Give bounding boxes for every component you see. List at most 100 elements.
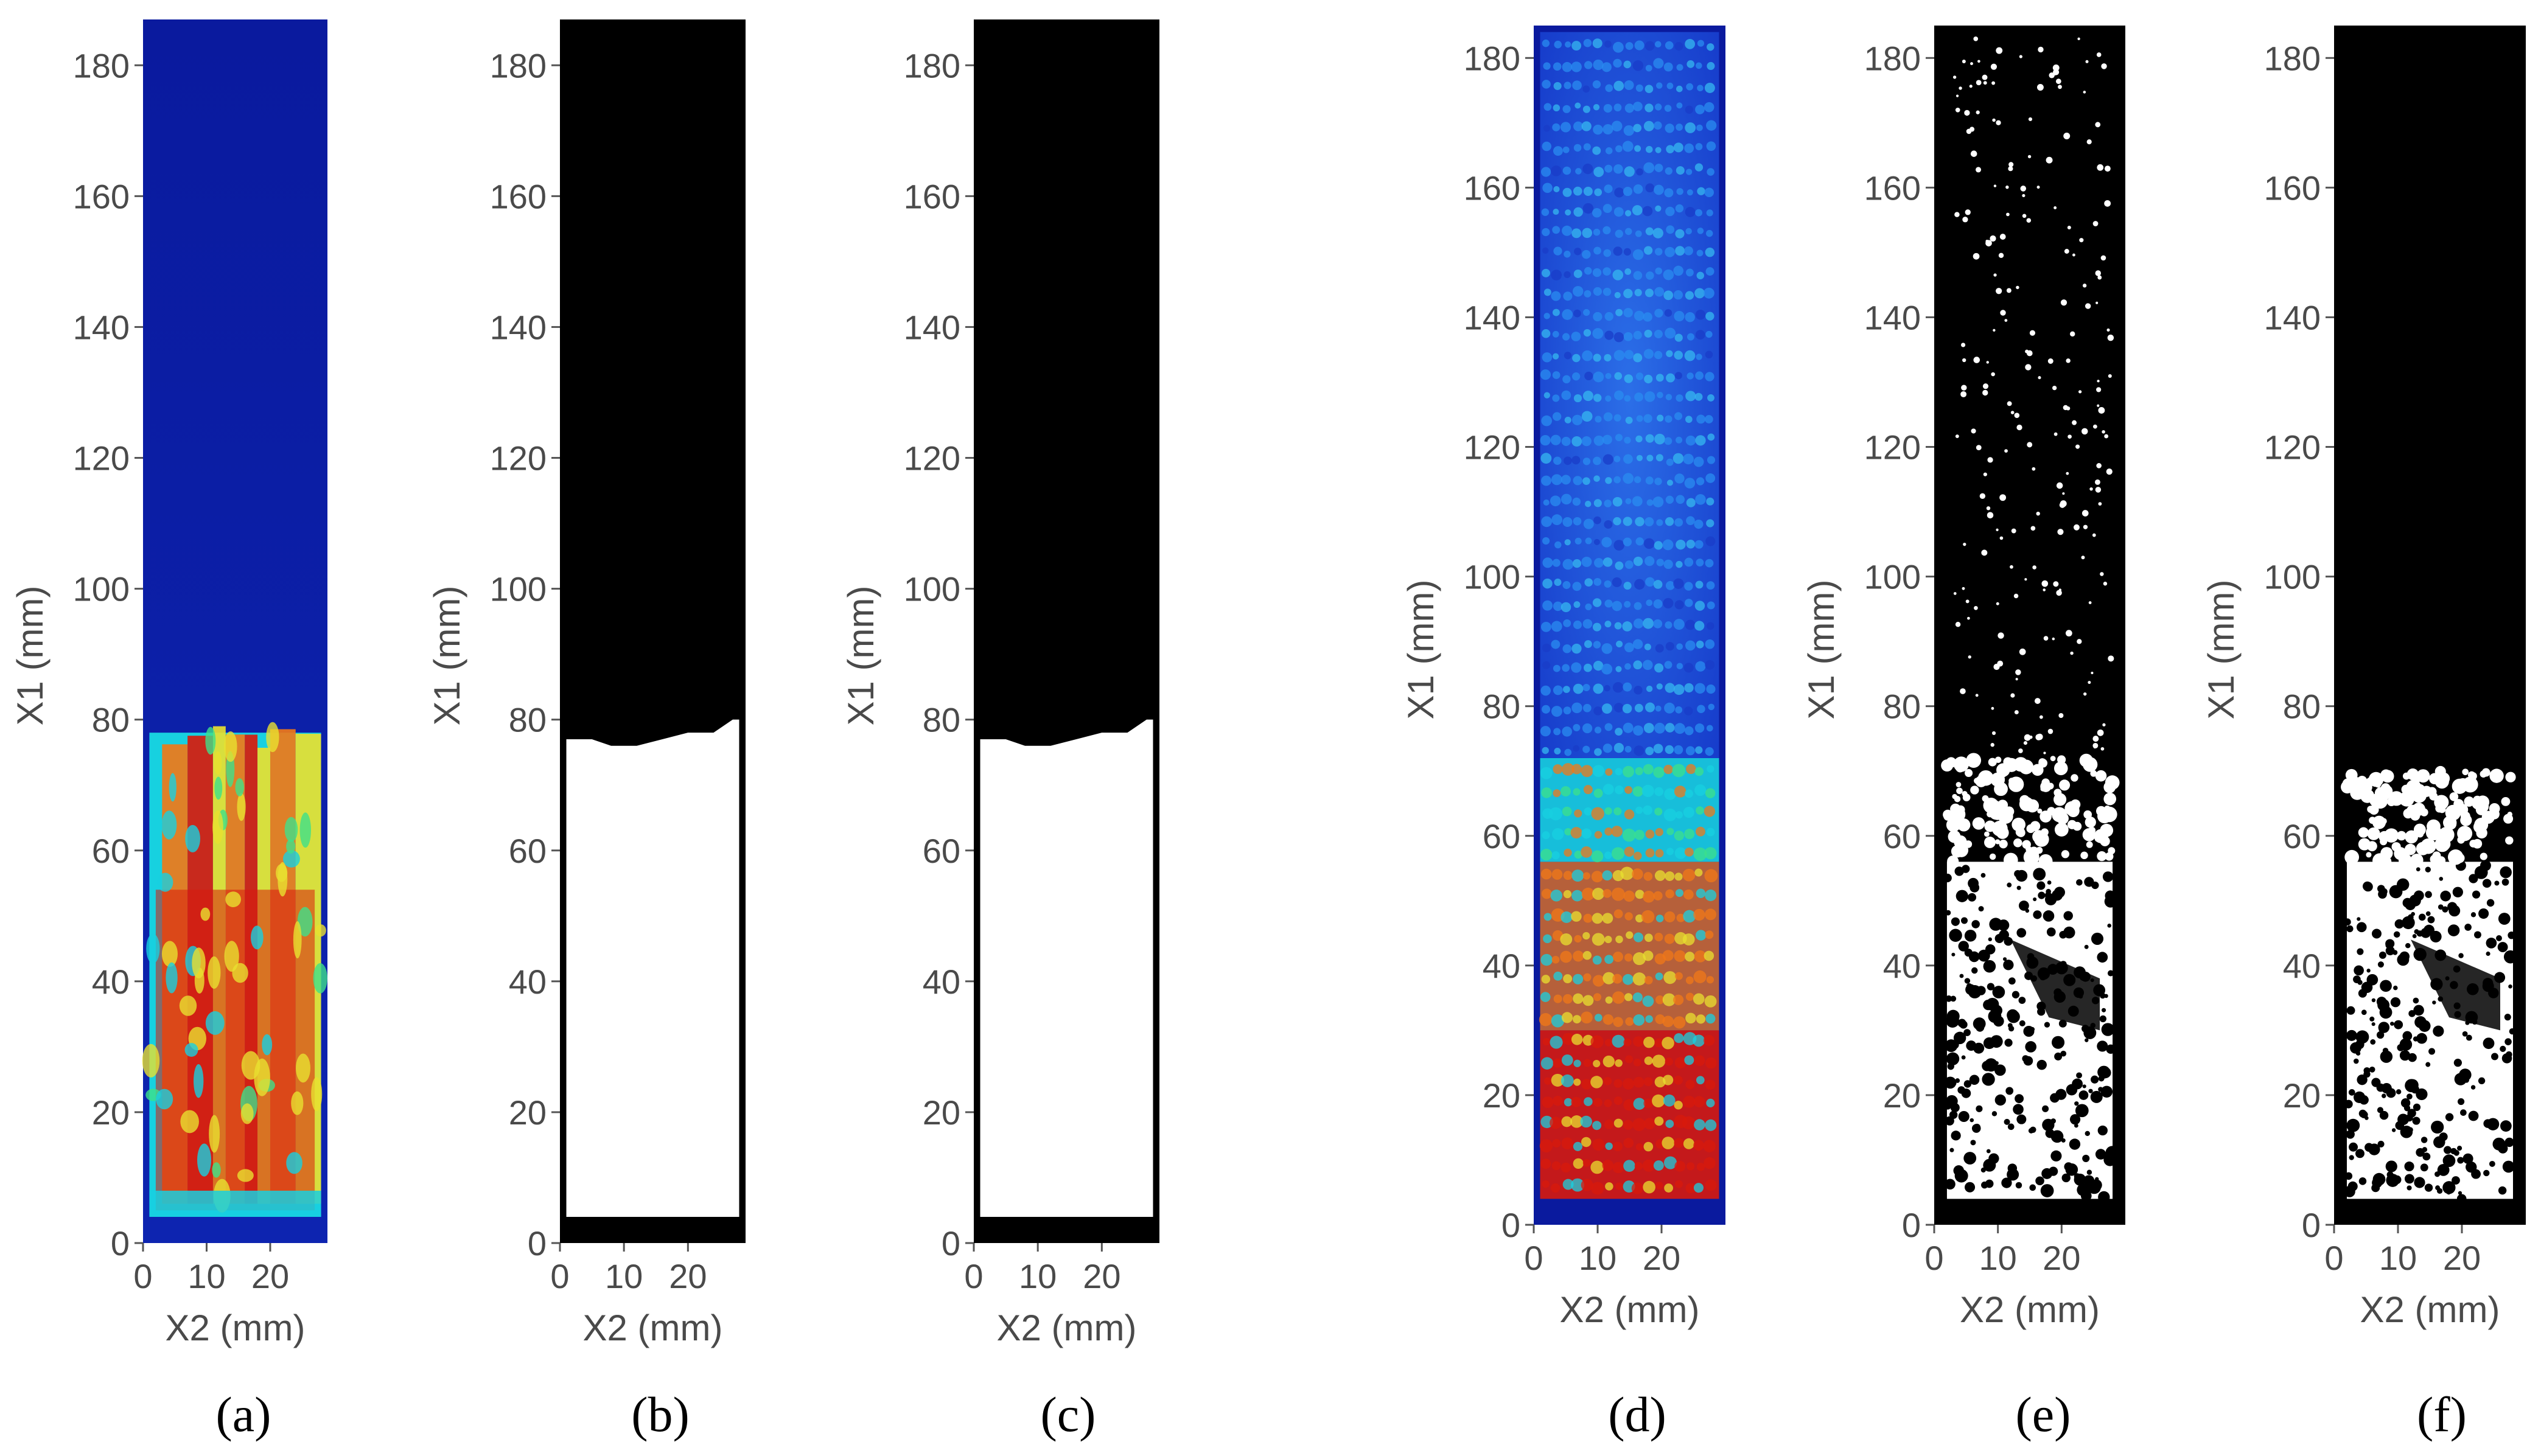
- binary-hole: [2393, 985, 2398, 991]
- heat-spot: [1572, 582, 1582, 591]
- heat-spot: [1542, 228, 1550, 237]
- heat-spot: [1581, 1137, 1592, 1148]
- binary-hole: [2063, 911, 2073, 921]
- heat-spot: [1593, 475, 1600, 482]
- binary-dot: [2072, 253, 2075, 257]
- x-tick-label: 20: [251, 1257, 289, 1295]
- heat-spot: [1564, 848, 1572, 857]
- heat-spot: [1540, 1158, 1551, 1169]
- heat-spot: [1604, 621, 1612, 628]
- heat-spot: [1707, 765, 1714, 773]
- binary-hole: [1951, 917, 1960, 926]
- binary-dot: [1996, 288, 2002, 294]
- binary-hole: [2363, 882, 2373, 892]
- heat-spot: [1553, 685, 1563, 695]
- binary-dot: [2104, 200, 2111, 207]
- binary-dot: [2053, 206, 2057, 209]
- heat-spot: [1662, 539, 1674, 551]
- heat-spot: [1583, 186, 1593, 196]
- heat-spot: [1613, 1079, 1623, 1088]
- binary-speckle: [2008, 776, 2024, 792]
- binary-hole: [2496, 935, 2502, 941]
- heat-spot: [1570, 1115, 1583, 1128]
- heat-spot: [1632, 786, 1643, 797]
- heat-spot: [1632, 205, 1643, 216]
- heat-spot: [1625, 416, 1633, 424]
- binary-hole: [2018, 997, 2026, 1004]
- binary-dot: [2092, 221, 2099, 226]
- heat-spot: [1684, 829, 1695, 840]
- heat-spot: [1573, 476, 1582, 486]
- heat-spot: [1676, 64, 1683, 71]
- binary-hole: [1970, 1140, 1976, 1146]
- binary-speckle: [1994, 822, 2006, 833]
- binary-speckle: [2416, 769, 2430, 783]
- binary-hole: [2069, 1114, 2081, 1125]
- binary-hole: [2438, 904, 2444, 910]
- binary-dot: [1992, 118, 1996, 122]
- heat-speckle: [311, 1077, 323, 1112]
- y-tick-label: 160: [1864, 169, 1921, 207]
- heat-spot: [1695, 930, 1707, 941]
- heat-spot: [1593, 228, 1601, 236]
- binary-dot: [1959, 86, 1962, 90]
- heat-spot: [1705, 930, 1714, 939]
- binary-dot: [2015, 678, 2018, 681]
- heat-spot: [1561, 390, 1571, 400]
- binary-hole: [1971, 1124, 1981, 1133]
- binary-hole: [2472, 890, 2481, 899]
- y-tick-label: 140: [1464, 298, 1520, 336]
- heat-spot: [1575, 537, 1582, 545]
- binary-speckle: [2469, 840, 2478, 848]
- heat-spot: [1685, 976, 1694, 984]
- binary-dot: [1997, 632, 2004, 639]
- binary-hole: [2458, 953, 2464, 958]
- binary-hole: [2082, 1154, 2090, 1162]
- heat-spot: [1704, 847, 1717, 860]
- heat-spot: [1706, 827, 1715, 837]
- heat-speckle: [194, 1064, 204, 1098]
- binary-speckle: [2366, 790, 2373, 798]
- binary-hole: [2380, 888, 2388, 895]
- heat-spot: [1665, 517, 1674, 526]
- heat-spot: [1571, 372, 1581, 381]
- binary-dot: [2056, 482, 2063, 489]
- heat-spot: [1553, 664, 1561, 672]
- heat-spot: [1665, 394, 1672, 400]
- heat-spot: [1571, 332, 1581, 341]
- heat-spot: [1704, 102, 1714, 113]
- heat-spot: [1562, 559, 1574, 570]
- y-tick-label: 80: [1483, 688, 1520, 726]
- heat-spot: [1552, 226, 1561, 234]
- binary-hole: [2376, 1031, 2385, 1039]
- heat-spot: [1707, 456, 1716, 464]
- heat-spot: [1581, 1179, 1593, 1191]
- binary-dot: [1996, 602, 1999, 605]
- heat-spot: [1686, 189, 1693, 196]
- heat-spot: [1682, 933, 1695, 946]
- binary-hole: [2050, 1130, 2064, 1143]
- binary-dot: [1983, 472, 1987, 476]
- heat-spot: [1706, 622, 1714, 630]
- heat-spot: [1665, 206, 1675, 217]
- heat-spot: [1542, 80, 1551, 89]
- binary-hole: [2371, 1022, 2375, 1026]
- y-axis-label: X1 (mm): [1400, 580, 1441, 720]
- heat-spot: [1622, 703, 1632, 714]
- y-tick-label: 120: [904, 439, 960, 478]
- heat-spot: [1663, 290, 1674, 301]
- binary-dot: [2078, 390, 2082, 394]
- heat-spot: [1591, 1182, 1604, 1195]
- heat-spot: [1581, 121, 1592, 131]
- binary-hole: [2025, 1041, 2036, 1053]
- heat-speckle: [224, 731, 237, 762]
- heat-spot: [1654, 103, 1662, 111]
- heat-spot: [1685, 169, 1693, 175]
- heat-spot: [1693, 1140, 1704, 1151]
- heat-spot: [1582, 619, 1593, 629]
- binary-dot: [1956, 94, 1959, 97]
- heat-spot: [1561, 436, 1571, 447]
- binary-dot: [2014, 413, 2020, 418]
- heat-spot: [1706, 976, 1714, 984]
